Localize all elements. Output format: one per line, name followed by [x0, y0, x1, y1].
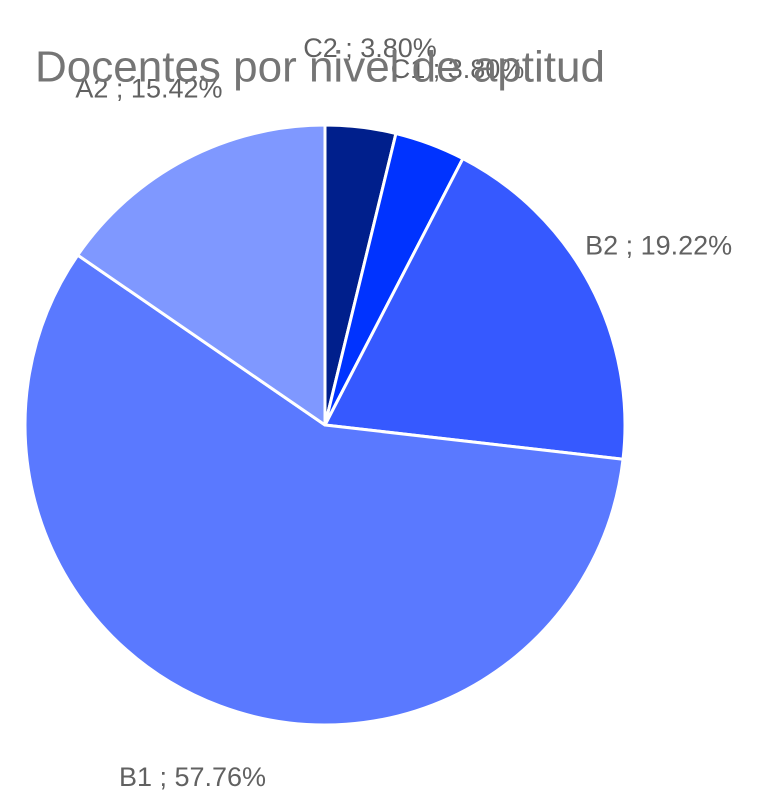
labels: C2 ; 3.80%C1 ; 3.80% B2 ; 19.22% B1 ; 57.7… [75, 33, 732, 792]
slice-label: B2 ; 19.22% [585, 230, 732, 260]
slice-label: C2 ; 3.80% [303, 33, 437, 63]
slice-label: B1 ; 57.76% [119, 762, 266, 792]
pie-slice [23, 253, 625, 727]
slices [23, 123, 627, 727]
slice-label: A2 ; 15.42% [75, 74, 222, 104]
pie-slice [76, 123, 327, 427]
pie-slice [323, 157, 627, 461]
slice-label: C1 ; 3.80% [391, 54, 525, 84]
chart-title: Docentes por nivel de aptitud [35, 43, 605, 92]
